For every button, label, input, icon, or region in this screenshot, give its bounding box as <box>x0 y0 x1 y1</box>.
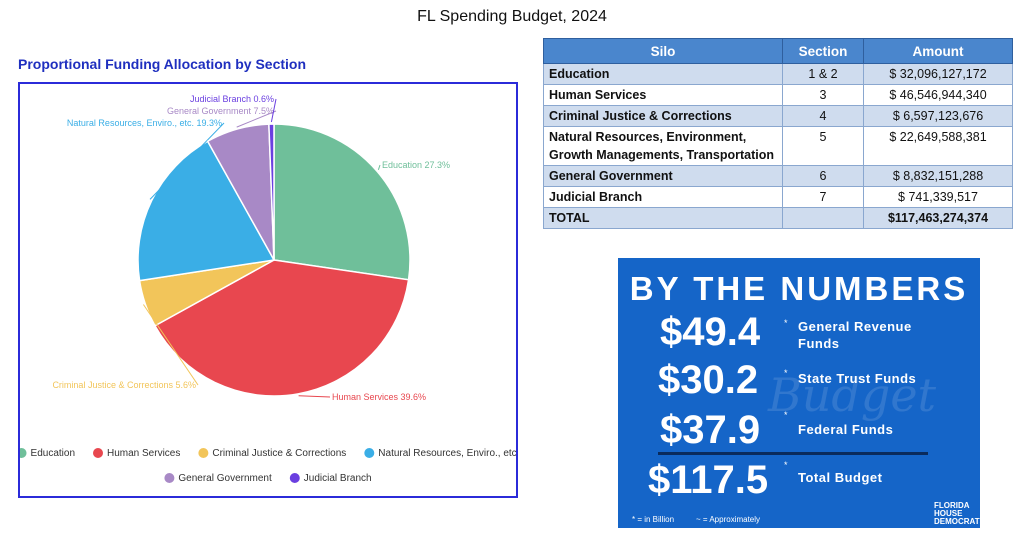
section-cell: 5 <box>782 126 864 166</box>
slice-data-label: Education 27.3% <box>382 160 450 170</box>
legend-label: Natural Resources, Enviro., etc. <box>378 448 516 459</box>
slice-leader-line <box>149 122 225 200</box>
legend-swatch <box>20 448 27 458</box>
column-header-section: Section <box>782 38 864 64</box>
silo-cell: General Government <box>543 165 783 187</box>
legend-label: Criminal Justice & Corrections <box>212 448 346 459</box>
federal-funds-value: $37.9 <box>660 408 761 452</box>
column-header-silo: Silo <box>543 38 783 64</box>
general-revenue-label: General Revenue Funds <box>798 319 912 351</box>
pie-slice-judicial-branch <box>268 123 275 261</box>
pie-slice-education <box>273 123 411 281</box>
budget-table: Silo Section Amount Education 1 & 2 $ 32… <box>543 38 1013 229</box>
amount-cell: $ 22,649,588,381 <box>863 126 1013 166</box>
legend-label: Judicial Branch <box>304 473 372 484</box>
pie-chart: Education 27.3% Human Services 39.6% Crimi… <box>20 94 516 484</box>
billion-marker: * <box>784 410 788 420</box>
total-section <box>782 207 864 229</box>
logo-line: DEMOCRATS <box>934 517 980 526</box>
legend-swatch <box>164 473 175 483</box>
slice-data-label: Criminal Justice & Corrections 5.6% <box>52 380 196 390</box>
florida-house-democrats-logo: FLORIDA HOUSE DEMOCRATS <box>934 502 980 526</box>
total-label: TOTAL <box>543 207 783 229</box>
slice-data-label: Judicial Branch 0.6% <box>190 94 274 104</box>
table-total-row: TOTAL $117,463,274,374 <box>543 207 1013 229</box>
slice-leader-line <box>377 164 381 170</box>
legend-swatch <box>364 448 375 458</box>
page-title: FL Spending Budget, 2024 <box>417 8 607 25</box>
table-header-row: Silo Section Amount <box>543 38 1013 64</box>
general-revenue-value: $49.4 <box>660 310 761 354</box>
table-row: Judicial Branch 7 $ 741,339,517 <box>543 186 1013 208</box>
footnote-approx: ~ = Approximately <box>696 515 761 524</box>
legend-swatch <box>198 448 209 458</box>
slice-leader-line <box>298 395 331 398</box>
legend-swatch <box>93 448 104 458</box>
slice-data-label: Human Services 39.6% <box>332 392 426 402</box>
silo-cell: Criminal Justice & Corrections <box>543 105 783 127</box>
total-amount: $117,463,274,374 <box>863 207 1013 229</box>
slice-leader-line <box>270 98 277 123</box>
total-budget-value: $117.5 <box>648 458 769 502</box>
column-header-amount: Amount <box>863 38 1013 64</box>
table-row: Criminal Justice & Corrections 4 $ 6,597… <box>543 105 1013 127</box>
amount-cell: $ 8,832,151,288 <box>863 165 1013 187</box>
table-row: General Government 6 $ 8,832,151,288 <box>543 165 1013 187</box>
chart-title: Proportional Funding Allocation by Secti… <box>18 56 307 72</box>
slice-leader-line <box>236 110 277 128</box>
amount-cell: $ 741,339,517 <box>863 186 1013 208</box>
section-cell: 7 <box>782 186 864 208</box>
slice-data-label: Natural Resources, Enviro., etc. 19.3% <box>67 118 222 128</box>
panel-heading: BY THE NUMBERS <box>629 270 969 307</box>
billion-marker: * <box>784 368 788 378</box>
slice-leader-line <box>142 304 199 386</box>
pie-chart-frame: Education 27.3% Human Services 39.6% Crimi… <box>18 82 518 498</box>
billion-marker: * <box>784 460 788 470</box>
amount-cell: $ 46,546,944,340 <box>863 84 1013 106</box>
pie-slice-human-services <box>153 259 410 397</box>
state-trust-value: $30.2 <box>658 358 759 402</box>
table-row: Natural Resources, Environment, Growth M… <box>543 126 1013 166</box>
section-cell: 6 <box>782 165 864 187</box>
table-row: Education 1 & 2 $ 32,096,127,172 <box>543 63 1013 85</box>
legend-label: Education <box>31 448 75 459</box>
watermark-text: Budget <box>768 368 937 422</box>
divider-line <box>658 452 928 455</box>
logo-line: FLORIDA <box>934 501 970 510</box>
silo-cell: Judicial Branch <box>543 186 783 208</box>
slice-data-label: General Government 7.5% <box>167 106 274 116</box>
logo-line: HOUSE <box>934 509 963 518</box>
amount-cell: $ 6,597,123,676 <box>863 105 1013 127</box>
silo-cell: Education <box>543 63 783 85</box>
silo-cell: Natural Resources, Environment, Growth M… <box>543 126 783 166</box>
billion-marker: * <box>784 318 788 328</box>
federal-funds-label: Federal Funds <box>798 422 894 437</box>
by-the-numbers-panel: Budget BY THE NUMBERS $49.4 * General Re… <box>618 258 980 528</box>
legend-swatch <box>289 473 300 483</box>
legend-label: Human Services <box>107 448 180 459</box>
total-budget-label: Total Budget <box>798 470 883 485</box>
state-trust-label: State Trust Funds <box>798 371 917 386</box>
section-cell: 1 & 2 <box>782 63 864 85</box>
legend-label: General Government <box>178 473 272 484</box>
footnote-billion: * = in Billion <box>632 515 675 524</box>
amount-cell: $ 32,096,127,172 <box>863 63 1013 85</box>
section-cell: 3 <box>782 84 864 106</box>
silo-cell: Human Services <box>543 84 783 106</box>
table-row: Human Services 3 $ 46,546,944,340 <box>543 84 1013 106</box>
section-cell: 4 <box>782 105 864 127</box>
